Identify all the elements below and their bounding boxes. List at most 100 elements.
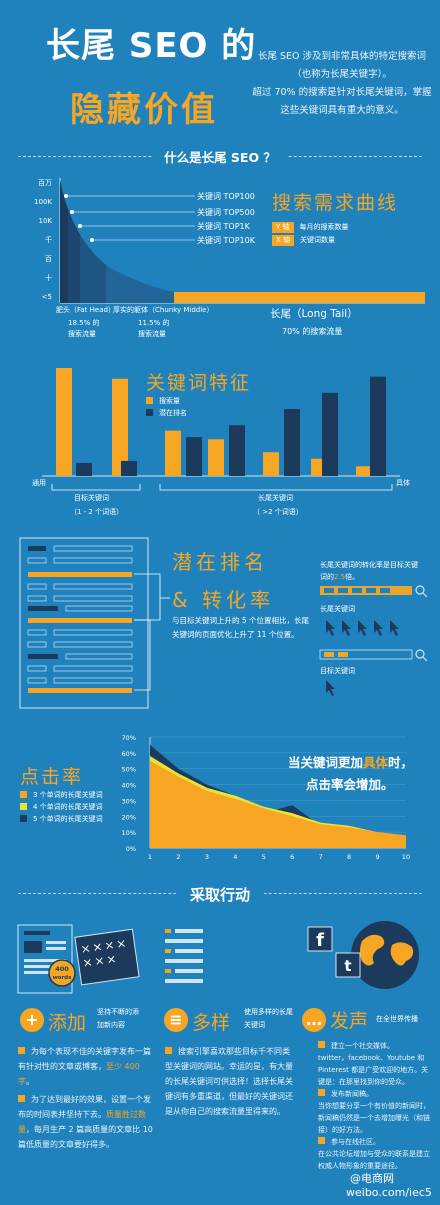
bar-search-volume bbox=[263, 452, 279, 476]
layers-icon: ≡ bbox=[164, 1008, 188, 1032]
target-label: 目标关键词 bbox=[320, 667, 355, 675]
voice-paragraph: 建立一个社交媒体。 twitter，facebook、Youtube 和 Pin… bbox=[318, 1041, 430, 1170]
svg-text:words: words bbox=[53, 975, 73, 981]
y-tick-label: 百 bbox=[45, 255, 52, 263]
label-top500: 关键词 TOP500 bbox=[197, 207, 255, 217]
intro-paragraph-2: 超过 70% 的搜索是针对长尾关键词，掌握这些关键词具有重大的意义。 bbox=[252, 87, 432, 116]
page-subtitle: 隐藏价值 bbox=[70, 90, 218, 130]
svg-text:f: f bbox=[316, 930, 324, 951]
demand-curve-title: 搜索需求曲线 bbox=[272, 192, 399, 214]
chunky-pct: 11.5% 的 bbox=[138, 319, 170, 327]
ctr-y-tick: 60% bbox=[122, 750, 136, 758]
intro-text: 长尾 SEO 涉及到非常具体的特定搜索词（也称为长尾关键字）。 超过 70% 的… bbox=[252, 48, 432, 120]
target-highlight-row bbox=[28, 572, 132, 577]
head-band-2 bbox=[68, 180, 80, 303]
bar-search-volume bbox=[56, 368, 72, 476]
watermark-url: weibo.com/iec5 bbox=[346, 1186, 432, 1199]
long-tail-label: 长尾（Long Tail） bbox=[270, 308, 358, 320]
word-count-badge bbox=[48, 959, 76, 987]
legend-y: Y 轴每月的搜索数量 bbox=[272, 222, 349, 233]
ctr-y-tick: 30% bbox=[122, 797, 136, 805]
search-icon bbox=[415, 649, 425, 659]
bar-search-volume bbox=[208, 439, 224, 476]
label-top1k: 关键词 TOP1K bbox=[197, 221, 251, 231]
conversion-intro: 长尾关键词的转化率是目标关键词的2.5倍。 bbox=[320, 561, 418, 581]
legend-ranking: 潜在排名 bbox=[146, 408, 187, 419]
ctr-x-tick: 1 bbox=[148, 853, 152, 861]
ctr-series-area bbox=[150, 760, 406, 848]
group1-label: 目标关键词 bbox=[74, 494, 109, 502]
chunky-sub: 搜索流量 bbox=[138, 330, 166, 338]
ranking-title: 潜在排名 bbox=[172, 550, 268, 574]
legend-x: X 轴关键词数量 bbox=[272, 235, 335, 246]
conversion-title: & 转化率 bbox=[172, 588, 274, 612]
ctr-y-tick: 10% bbox=[122, 829, 136, 837]
bar-potential-ranking bbox=[284, 409, 300, 476]
bar-search-volume bbox=[356, 466, 372, 476]
svg-text:t: t bbox=[344, 957, 351, 975]
bar-potential-ranking bbox=[322, 392, 338, 476]
bar-potential-ranking bbox=[229, 425, 245, 476]
target-conversion-bar bbox=[319, 649, 413, 660]
bar-search-volume bbox=[165, 430, 181, 476]
diversify-paragraph: 搜索引擎喜欢那些目标千不同类型关键词的网站。幸运的是，有大量的长尾关键词可供选择… bbox=[165, 1047, 293, 1116]
y-tick-label: 10K bbox=[39, 217, 53, 225]
y-tick-label: 千 bbox=[45, 235, 52, 244]
axis-specific-label: 具体 bbox=[396, 479, 410, 487]
ctr-x-tick: 6 bbox=[290, 853, 294, 861]
add-paragraph-2: 为了达到最好的效果，设置一个发布的时间表并坚持下去。质量胜过数量，每月生产 2 … bbox=[18, 1095, 153, 1149]
axis-generic-label: 通用 bbox=[32, 479, 46, 487]
intro-paragraph-1: 长尾 SEO 涉及到非常具体的特定搜索词（也称为长尾关键字）。 bbox=[257, 51, 427, 80]
ctr-headline-1: 当关键词更加具体时， bbox=[288, 755, 414, 770]
label-top100: 关键词 TOP100 bbox=[197, 191, 255, 201]
facebook-icon bbox=[307, 926, 333, 952]
ctr-legend-3: 3 个单词的长尾关键词 bbox=[20, 790, 103, 801]
ctr-y-tick: 40% bbox=[122, 782, 136, 790]
section-heading-action: 采取行动 bbox=[175, 886, 264, 904]
fat-head-pct: 18.5% 的 bbox=[68, 319, 100, 327]
watermark-handle: @电商网 bbox=[350, 1172, 394, 1185]
diversify-sub: 使用多样的长尾关键词 bbox=[244, 1008, 293, 1029]
plus-icon: + bbox=[20, 1008, 44, 1032]
twitter-icon bbox=[335, 952, 361, 978]
group2-sub: （ >2 个词语） bbox=[253, 508, 303, 516]
longtail-highlight-row bbox=[28, 688, 132, 693]
action-illustrations: 400 words f t bbox=[17, 921, 419, 994]
speech-bubble-icon: … bbox=[302, 1008, 326, 1032]
group2-label: 长尾关键词 bbox=[258, 494, 293, 502]
calendar-icon bbox=[74, 928, 140, 986]
head-band-3 bbox=[80, 180, 106, 303]
search-icon bbox=[415, 585, 425, 595]
ctr-y-tick: 0% bbox=[126, 845, 136, 853]
group1-sub: （1 - 2 个词语） bbox=[70, 508, 124, 516]
ctr-chart: 0% 10% 20% 30% 40% 50% 60% 70% 1 2 3 4 5 6 7 8 9 10 bbox=[122, 734, 411, 861]
bar-potential-ranking bbox=[186, 437, 202, 476]
add-title: 添加 bbox=[48, 1012, 87, 1034]
ctr-legend-5: 5 个单词的长尾关键词 bbox=[20, 814, 103, 825]
add-paragraph-1: 为每个表现不佳的关键字发布一篇有针对性的文章或博客，至少 400 字。 bbox=[18, 1047, 151, 1086]
ctr-x-tick: 2 bbox=[176, 853, 180, 861]
y-tick-labels: 百万 100K 10K 千百十 <5 bbox=[34, 179, 52, 301]
bar-potential-ranking bbox=[121, 460, 137, 476]
group-brackets bbox=[51, 484, 393, 491]
label-top10k: 关键词 TOP10K bbox=[197, 235, 256, 245]
ctr-x-tick: 7 bbox=[319, 853, 323, 861]
ctr-x-tick: 4 bbox=[233, 853, 237, 861]
page-title: 长尾 SEO 的 bbox=[46, 26, 257, 66]
y-tick-label: 十 bbox=[45, 273, 52, 282]
keyword-features-title: 关键词特征 bbox=[146, 372, 252, 394]
ctr-x-tick: 5 bbox=[262, 853, 266, 861]
bar-potential-ranking bbox=[76, 463, 92, 476]
demand-curve-chart: 百万 100K 10K 千百十 <5 关键词 TOP100 关键词 TOP500 关键词… bbox=[34, 178, 425, 304]
bar-search-volume bbox=[112, 378, 128, 476]
ctr-headline-2: 点击率会增加。 bbox=[306, 777, 394, 792]
cursor-icons bbox=[326, 620, 399, 696]
ctr-x-tick: 8 bbox=[347, 853, 351, 861]
svg-text:400: 400 bbox=[55, 965, 69, 973]
ctr-x-tick: 9 bbox=[375, 853, 379, 861]
legend-volume: 搜索量 bbox=[146, 396, 180, 407]
ranking-desc: 与目标关键词上升的 5 个位置相比，长尾关键词的页面优化上升了 11 个位置。 bbox=[172, 616, 310, 639]
fat-head-sub: 搜索流量 bbox=[68, 330, 96, 338]
ctr-legend-4: 4 个单词的长尾关键词 bbox=[20, 802, 103, 813]
ctr-x-tick: 3 bbox=[205, 853, 209, 861]
